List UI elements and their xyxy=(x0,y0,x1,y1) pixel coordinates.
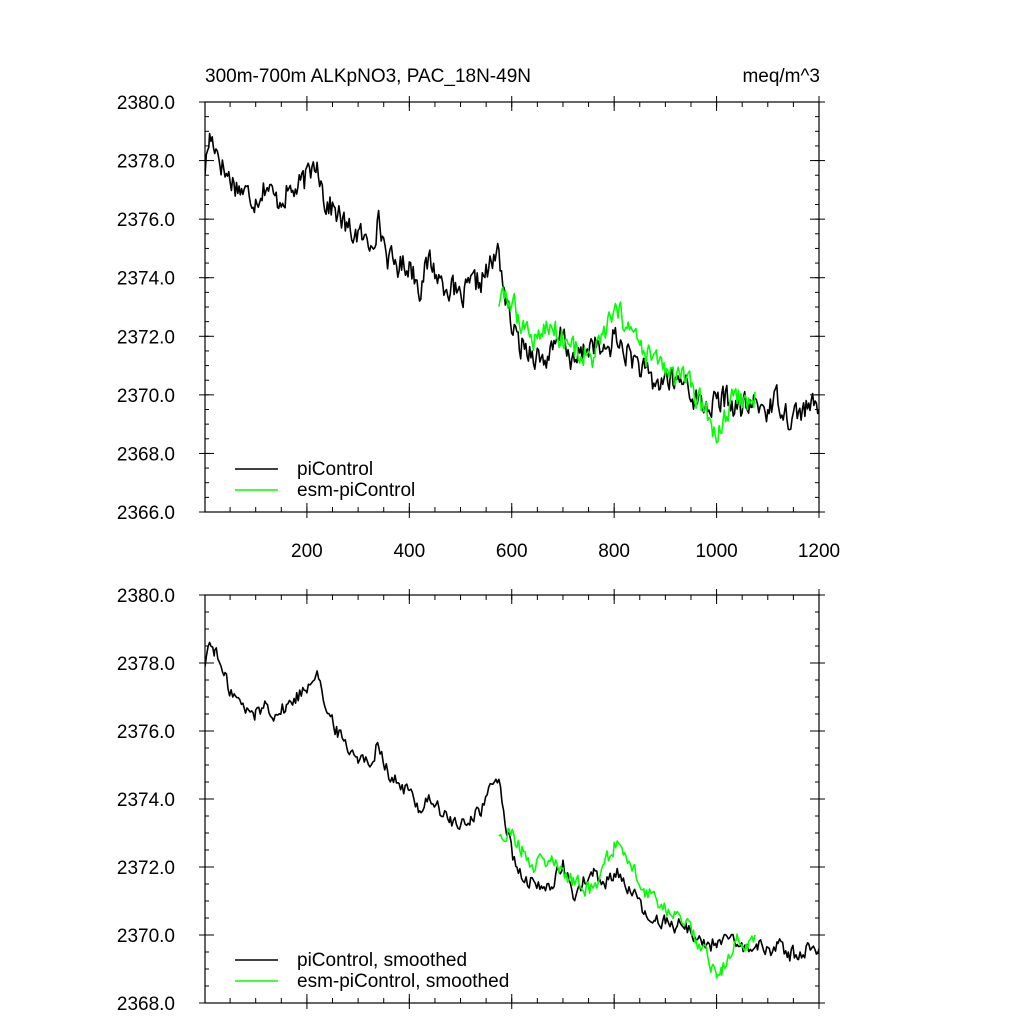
y-tick-label: 2368.0 xyxy=(117,444,175,465)
x-tick-label: 1200 xyxy=(798,541,840,562)
y-tick-label: 2378.0 xyxy=(117,152,175,173)
y-tick-label: 2376.0 xyxy=(117,210,175,231)
y-tick-label: 2374.0 xyxy=(117,269,175,290)
series-line-esm-picontrol xyxy=(498,286,756,444)
legend-label: piControl xyxy=(297,459,373,480)
y-tick-label: 2374.0 xyxy=(117,790,175,811)
y-tick-label: 2370.0 xyxy=(117,386,175,407)
y-tick-label: 2380.0 xyxy=(117,586,175,607)
y-tick-label: 2378.0 xyxy=(117,654,175,675)
plot-panel-1: 200 400 600 800 1000 1200 2366.0 2368.0 2370.0 23… xyxy=(117,93,840,562)
plot-frame xyxy=(204,594,820,1004)
series-line-esm-picontrol-smoothed xyxy=(498,827,756,979)
series-line-picontrol xyxy=(205,132,819,431)
x-tick-label: 800 xyxy=(598,541,630,562)
x-tick-label: 600 xyxy=(496,541,528,562)
legend-label: piControl, smoothed xyxy=(297,950,467,971)
chart-units: meq/m^3 xyxy=(742,66,820,87)
y-tick-label: 2370.0 xyxy=(117,926,175,947)
chart-title: 300m-700m ALKpNO3, PAC_18N-49N xyxy=(205,66,531,87)
legend-label: esm-piControl, smoothed xyxy=(297,971,509,992)
y-tick-label: 2380.0 xyxy=(117,93,175,114)
y-tick-label: 2372.0 xyxy=(117,327,175,348)
y-tick-label: 2376.0 xyxy=(117,722,175,743)
series-line-picontrol-smoothed xyxy=(205,641,819,962)
plot-panel-2: 2368.0 2370.0 2372.0 2374.0 2376.0 2378.0 2380… xyxy=(117,586,825,1015)
legend-label: esm-piControl xyxy=(297,480,415,501)
y-tick-label: 2368.0 xyxy=(117,994,175,1015)
x-tick-label: 1000 xyxy=(695,541,737,562)
x-tick-label: 400 xyxy=(393,541,425,562)
y-tick-label: 2366.0 xyxy=(117,503,175,524)
y-tick-label: 2372.0 xyxy=(117,858,175,879)
x-tick-label: 200 xyxy=(291,541,323,562)
